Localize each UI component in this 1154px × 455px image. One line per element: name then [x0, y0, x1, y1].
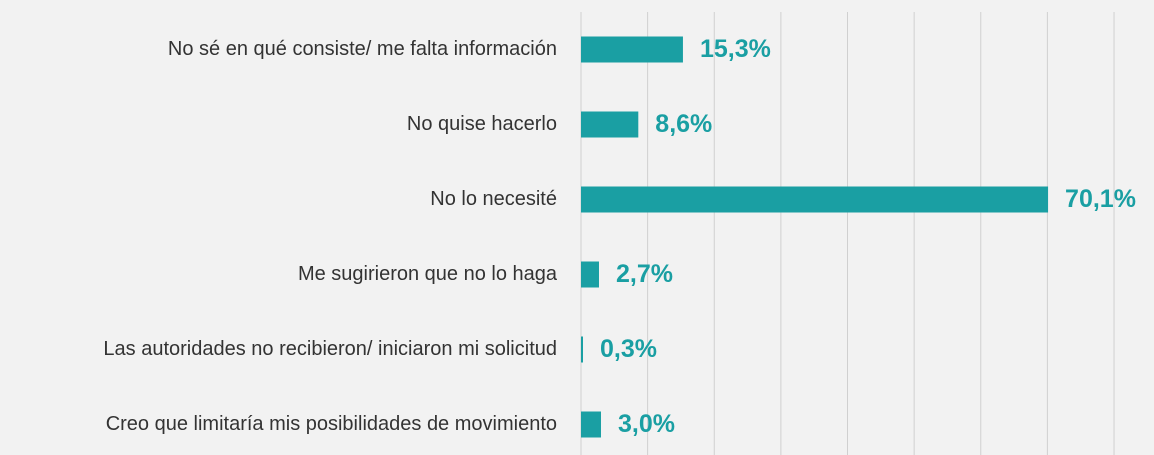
value-label: 0,3%: [600, 335, 657, 363]
value-label: 2,7%: [616, 260, 673, 288]
bar: [581, 186, 1049, 213]
bar: [581, 411, 601, 438]
value-label: 8,6%: [655, 110, 712, 138]
bar: [581, 261, 599, 288]
bar: [581, 36, 683, 63]
bar: [581, 111, 639, 138]
bar: [581, 336, 583, 363]
value-label: 3,0%: [618, 410, 675, 438]
category-label: Las autoridades no recibieron/ iniciaron…: [103, 338, 557, 360]
value-label: 70,1%: [1065, 185, 1136, 213]
value-label: 15,3%: [700, 35, 771, 63]
category-label: No lo necesité: [430, 188, 557, 210]
category-label: Me sugirieron que no lo haga: [298, 263, 558, 285]
category-label: No quise hacerlo: [407, 113, 557, 135]
category-label: No sé en qué consiste/ me falta informac…: [168, 38, 557, 60]
category-label: Creo que limitaría mis posibilidades de …: [106, 413, 557, 435]
